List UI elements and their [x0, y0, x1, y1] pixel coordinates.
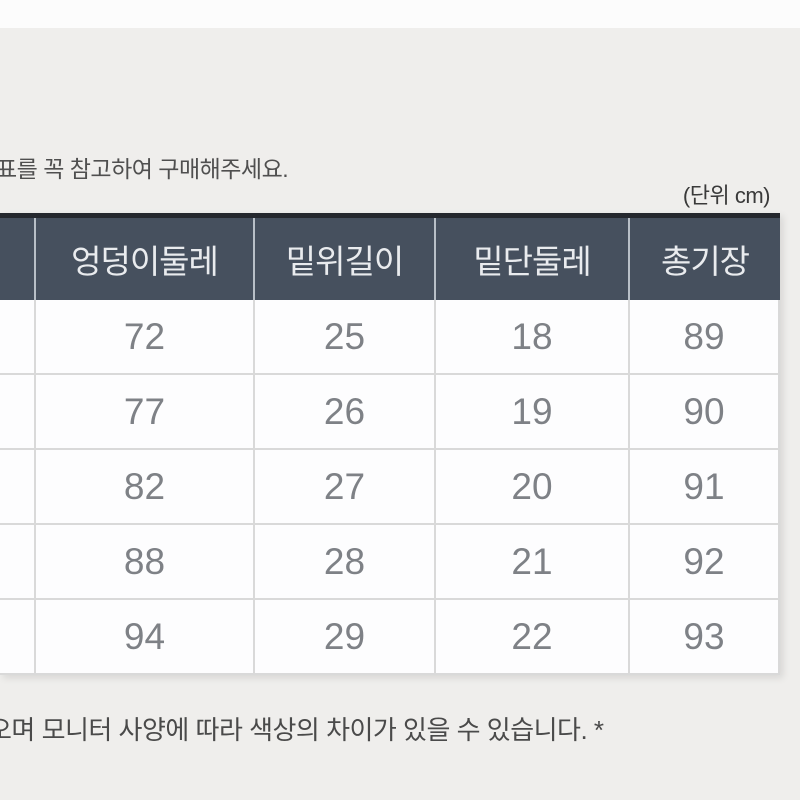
header-cell-total-length: 총기장: [660, 243, 750, 280]
table-row: 77 26 19 90: [0, 375, 780, 450]
top-white-band: [0, 0, 800, 28]
table-row: 94 29 22 93: [0, 600, 780, 675]
table-cell: 94: [36, 600, 255, 675]
table-cell: [0, 600, 36, 675]
table-cell: 91: [630, 450, 780, 525]
unit-label: (단위 cm): [682, 183, 771, 208]
header-cell-size: [0, 218, 36, 300]
table-cell: 22: [436, 600, 630, 675]
table-row: 88 28 21 92: [0, 525, 780, 600]
table-cell: 28: [255, 525, 436, 600]
table-cell: 26: [255, 375, 436, 450]
table-cell: 25: [255, 300, 436, 375]
table-row: 82 27 20 91: [0, 450, 780, 525]
table-header-row: 엉덩이둘레 밑위길이 밑단둘레 총기장: [0, 213, 780, 300]
table-cell: 18: [436, 300, 630, 375]
table-cell: [0, 375, 36, 450]
table-cell: 82: [36, 450, 255, 525]
table-cell: 92: [630, 525, 780, 600]
header-cell-hem: 밑단둘레: [436, 218, 630, 300]
purchase-guide-caption: 표를 꼭 참고하여 구매해주세요.: [0, 156, 289, 182]
table-cell: 29: [255, 600, 436, 675]
table-cell: 20: [436, 450, 630, 525]
table-cell: 72: [36, 300, 255, 375]
table-cell: 89: [630, 300, 780, 375]
table-cell: 93: [630, 600, 780, 675]
table-cell: 77: [36, 375, 255, 450]
table-cell: [0, 525, 36, 600]
table-cell: 27: [255, 450, 436, 525]
header-cell-hip: 엉덩이둘레: [36, 218, 255, 300]
table-cell: 19: [436, 375, 630, 450]
header-cell-rise: 밑위길이: [255, 218, 436, 300]
size-table: 엉덩이둘레 밑위길이 밑단둘레 총기장 72 25 18 89 77 26 19…: [0, 213, 780, 675]
table-cell: 90: [630, 375, 780, 450]
table-cell: [0, 450, 36, 525]
table-row: 72 25 18 89: [0, 300, 780, 375]
table-cell: 88: [36, 525, 255, 600]
table-cell: 21: [436, 525, 630, 600]
color-difference-footnote: 오며 모니터 사양에 따라 색상의 차이가 있을 수 있습니다. *: [0, 715, 604, 745]
table-cell: [0, 300, 36, 375]
